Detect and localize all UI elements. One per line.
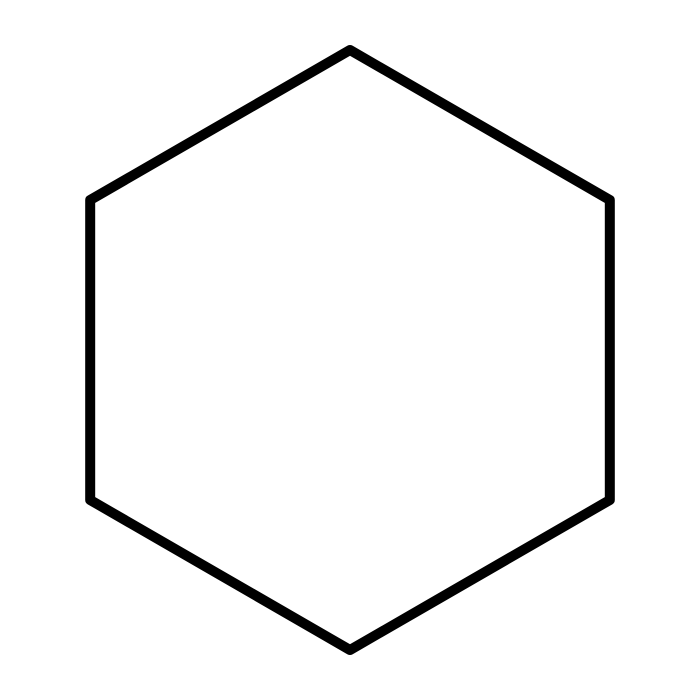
hexagon-canvas [0,0,700,700]
hexagon-shape [90,50,610,650]
